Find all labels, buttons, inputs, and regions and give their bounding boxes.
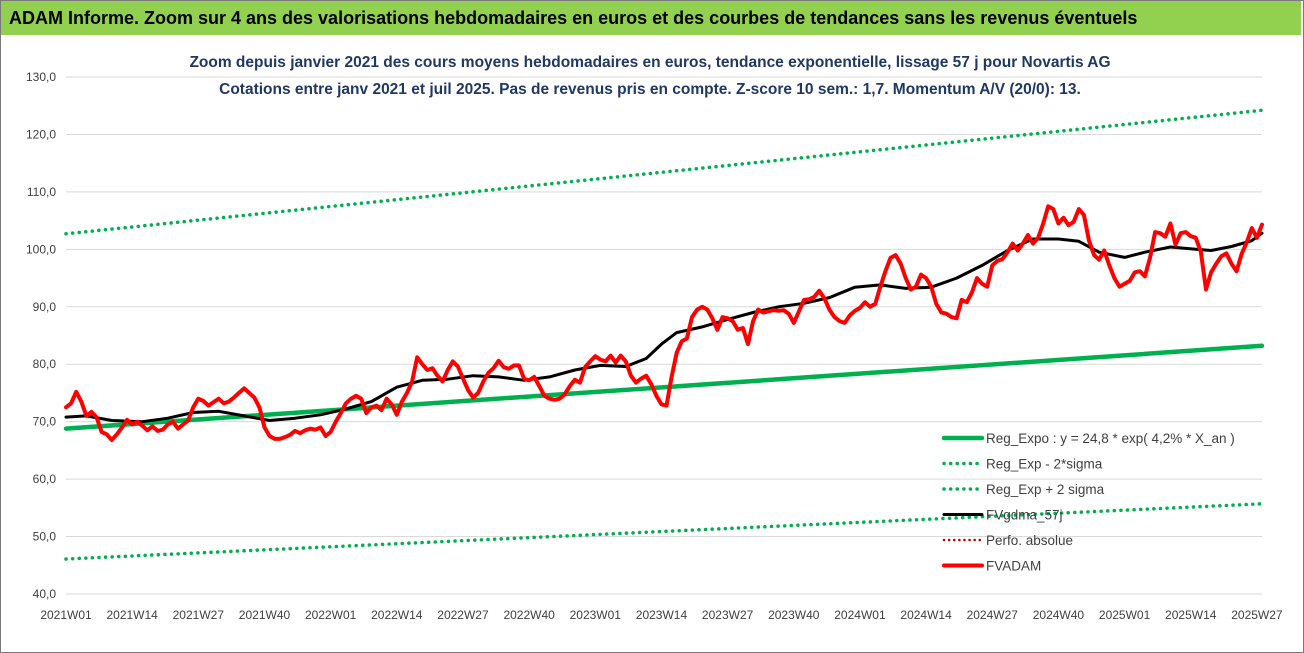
x-tick-label: 2021W01 bbox=[40, 608, 92, 622]
x-tick-label: 2022W14 bbox=[371, 608, 423, 622]
x-tick-label: 2023W14 bbox=[636, 608, 688, 622]
x-tick-label: 2025W27 bbox=[1231, 608, 1283, 622]
legend-label: Reg_Exp + 2 sigma bbox=[986, 482, 1105, 497]
series-line-0 bbox=[63, 343, 1265, 431]
x-tick-label: 2021W14 bbox=[106, 608, 158, 622]
page-title: ADAM Informe. Zoom sur 4 ans des valoris… bbox=[9, 8, 1138, 28]
y-tick-label: 130,0 bbox=[26, 70, 56, 84]
x-tick-label: 2025W14 bbox=[1165, 608, 1217, 622]
series-line-1 bbox=[64, 502, 1264, 561]
y-tick-label: 110,0 bbox=[27, 185, 56, 199]
x-tick-label: 2024W27 bbox=[967, 608, 1019, 622]
chart-title: Zoom depuis janvier 2021 des cours moyen… bbox=[189, 54, 1110, 71]
x-tick-label: 2022W40 bbox=[503, 608, 555, 622]
legend-label: Perfo. absolue bbox=[986, 533, 1073, 548]
x-tick-label: 2022W27 bbox=[437, 608, 489, 622]
legend-label: Reg_Exp - 2*sigma bbox=[986, 457, 1103, 472]
y-tick-label: 100,0 bbox=[26, 242, 56, 256]
legend-label: FVADAM bbox=[986, 559, 1041, 574]
y-tick-label: 80,0 bbox=[33, 357, 57, 371]
y-tick-label: 50,0 bbox=[33, 530, 57, 544]
series-line-3 bbox=[64, 231, 1264, 424]
header-bar: ADAM Informe. Zoom sur 4 ans des valoris… bbox=[1, 1, 1301, 35]
y-tick-label: 60,0 bbox=[33, 472, 57, 486]
legend-label: Reg_Expo : y = 24,8 * exp( 4,2% * X_an ) bbox=[986, 431, 1235, 446]
x-tick-label: 2023W40 bbox=[768, 608, 820, 622]
x-tick-label: 2023W27 bbox=[702, 608, 754, 622]
x-tick-label: 2025W01 bbox=[1099, 608, 1151, 622]
x-tick-label: 2022W01 bbox=[305, 608, 357, 622]
chart-subtitle: Cotations entre janv 2021 et juil 2025. … bbox=[219, 81, 1081, 98]
y-tick-label: 90,0 bbox=[33, 300, 57, 314]
series-line-2 bbox=[64, 108, 1264, 236]
series-line-5 bbox=[64, 204, 1264, 442]
x-tick-label: 2024W40 bbox=[1033, 608, 1085, 622]
legend-label: FVgdma_57j bbox=[986, 508, 1063, 523]
x-tick-label: 2021W40 bbox=[239, 608, 291, 622]
x-tick-label: 2024W01 bbox=[834, 608, 886, 622]
x-tick-label: 2023W01 bbox=[570, 608, 622, 622]
x-tick-label: 2024W14 bbox=[900, 608, 952, 622]
y-tick-label: 120,0 bbox=[26, 127, 56, 141]
y-tick-label: 40,0 bbox=[33, 587, 57, 601]
y-tick-label: 70,0 bbox=[33, 415, 57, 429]
x-tick-label: 2021W27 bbox=[173, 608, 225, 622]
